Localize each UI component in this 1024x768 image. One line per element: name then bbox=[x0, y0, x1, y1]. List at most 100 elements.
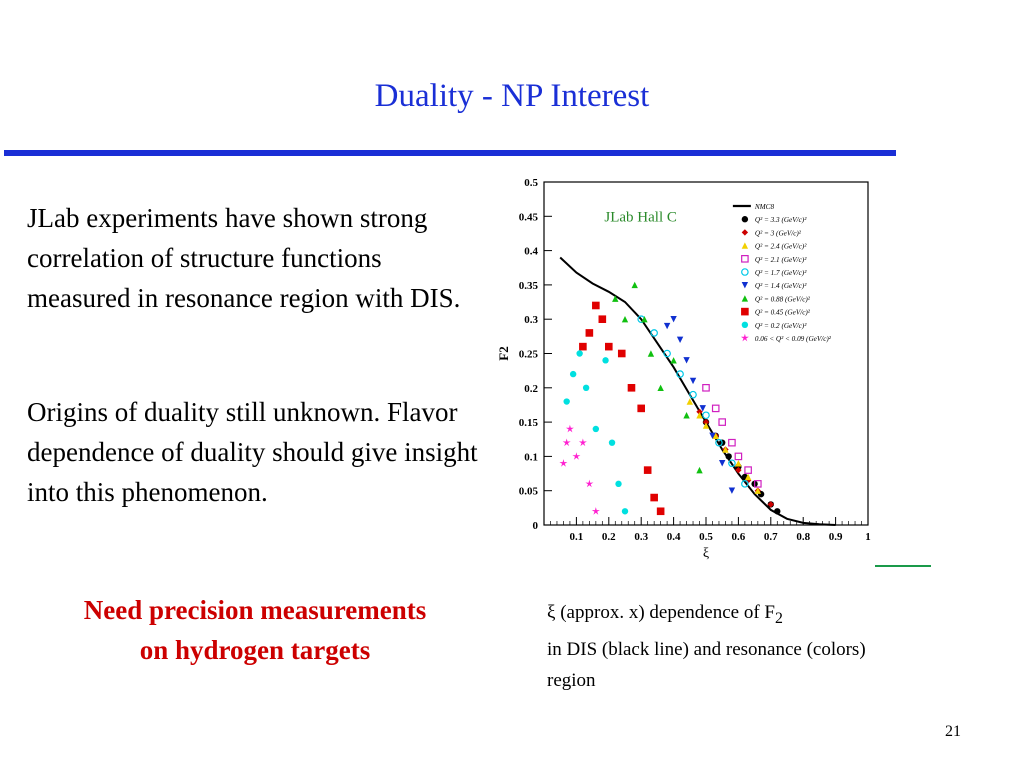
y-tick-label: 0 bbox=[533, 520, 539, 532]
legend-label: Q² = 1.7 (GeV/c)² bbox=[755, 269, 807, 277]
data-point bbox=[670, 316, 677, 323]
data-point bbox=[725, 453, 732, 460]
legend-label: Q² = 1.4 (GeV/c)² bbox=[755, 282, 807, 290]
legend-label: Q² = 0.88 (GeV/c)² bbox=[755, 295, 811, 303]
emphasis-callout: Need precision measurements on hydrogen … bbox=[20, 590, 490, 670]
legend-marker bbox=[741, 307, 749, 316]
data-point bbox=[683, 412, 690, 419]
data-point bbox=[637, 404, 646, 413]
legend-label: Q² = 3.3 (GeV/c)² bbox=[755, 216, 807, 224]
data-point bbox=[728, 459, 736, 468]
data-point bbox=[774, 508, 781, 515]
data-point bbox=[562, 438, 571, 447]
data-point bbox=[578, 438, 587, 447]
data-point bbox=[647, 350, 655, 357]
data-point bbox=[585, 479, 594, 488]
data-point bbox=[734, 452, 743, 461]
body-paragraph-1: JLab experiments have shown strong corre… bbox=[27, 203, 461, 313]
data-point bbox=[569, 370, 577, 378]
data-point bbox=[709, 432, 716, 440]
data-point bbox=[686, 398, 693, 405]
page-number: 21 bbox=[945, 723, 961, 740]
x-tick-label: 0.7 bbox=[764, 531, 778, 543]
data-point bbox=[735, 460, 742, 467]
data-point bbox=[631, 281, 638, 289]
data-point bbox=[650, 493, 658, 502]
data-point bbox=[585, 329, 594, 337]
data-point bbox=[728, 487, 736, 494]
data-point bbox=[663, 322, 671, 330]
data-point bbox=[741, 480, 749, 488]
data-point bbox=[576, 350, 583, 357]
x-tick-label: 0.9 bbox=[829, 531, 843, 543]
data-point bbox=[643, 466, 652, 474]
caption-part-2: in DIS (black line) and resonance (color… bbox=[547, 638, 866, 691]
legend-marker bbox=[741, 255, 749, 263]
data-point bbox=[565, 424, 574, 433]
plot-frame bbox=[543, 181, 869, 526]
data-point bbox=[699, 405, 706, 412]
emphasis-line-2: on hydrogen targets bbox=[139, 635, 371, 665]
y-tick-label: 0.35 bbox=[519, 280, 539, 292]
data-point bbox=[722, 446, 729, 453]
x-tick-label: 0.3 bbox=[634, 531, 648, 543]
x-tick-label: 0.1 bbox=[570, 531, 584, 543]
x-axis-label: ξ bbox=[703, 546, 709, 560]
data-point bbox=[663, 349, 671, 358]
data-point bbox=[592, 301, 600, 310]
plot-annotation: JLab Hall C bbox=[604, 209, 677, 225]
title-rule bbox=[4, 150, 896, 156]
legend-marker bbox=[741, 216, 749, 223]
y-axis-label: F2 bbox=[496, 346, 511, 360]
data-point bbox=[591, 507, 600, 515]
f2-duality-plot: 0.1 0.2 0.3 0.4 0.5 0.6 0.7 0.8 0.9 1 0 0.05 0.1 0.15… bbox=[496, 170, 876, 560]
data-point bbox=[711, 404, 720, 413]
x-tick-label: 0.2 bbox=[602, 531, 616, 543]
legend-label: NMC8 bbox=[754, 203, 775, 211]
data-point bbox=[702, 422, 710, 429]
data-point bbox=[608, 439, 616, 446]
data-point bbox=[744, 466, 752, 474]
legend-label: Q² = 0.2 (GeV/c)² bbox=[755, 322, 807, 330]
y-tick-label: 0.3 bbox=[524, 314, 538, 326]
caption-subscript: 2 bbox=[774, 609, 783, 627]
x-tick-label: 0.6 bbox=[732, 531, 746, 543]
legend-marker bbox=[740, 333, 749, 342]
emphasis-line-1: Need precision measurements bbox=[83, 595, 427, 625]
x-tick-label: 0.4 bbox=[667, 531, 681, 543]
data-point bbox=[676, 370, 684, 378]
slide-title: Duality - NP Interest bbox=[374, 78, 650, 114]
data-point bbox=[621, 316, 629, 323]
data-point bbox=[572, 452, 581, 460]
data-point bbox=[559, 459, 568, 467]
data-point bbox=[702, 418, 710, 426]
y-tick-label: 0.45 bbox=[519, 211, 539, 223]
y-tick-label: 0.5 bbox=[524, 177, 538, 189]
data-point bbox=[621, 508, 629, 515]
data-point bbox=[650, 329, 658, 337]
data-point bbox=[657, 384, 664, 391]
data-point bbox=[656, 507, 665, 516]
data-point bbox=[582, 384, 590, 391]
data-point bbox=[592, 425, 600, 433]
x-tick-label: 0.8 bbox=[796, 531, 810, 543]
data-point bbox=[754, 480, 762, 488]
legend-marker bbox=[741, 321, 749, 329]
legend-label: Q² = 0.45 (GeV/c)² bbox=[755, 309, 811, 317]
legend-label: Q² = 2.4 (GeV/c)² bbox=[755, 243, 807, 251]
data-point bbox=[615, 480, 622, 488]
x-tick-label: 1 bbox=[865, 531, 871, 543]
legend-marker bbox=[741, 229, 749, 236]
y-tick-label: 0.15 bbox=[519, 417, 539, 429]
data-point bbox=[602, 357, 609, 364]
legend-label: 0.06 < Q² < 0.09 (GeV/c)² bbox=[755, 335, 832, 343]
data-point bbox=[604, 342, 613, 351]
data-point bbox=[563, 398, 570, 405]
plot-svg: 0.1 0.2 0.3 0.4 0.5 0.6 0.7 0.8 0.9 1 0 0.05 0.1 0.15… bbox=[496, 177, 871, 560]
legend-marker bbox=[741, 295, 749, 302]
plot-underline bbox=[875, 565, 931, 567]
legend-marker bbox=[741, 242, 749, 249]
data-point bbox=[712, 432, 719, 440]
data-point bbox=[696, 412, 703, 419]
data-point bbox=[689, 377, 697, 385]
